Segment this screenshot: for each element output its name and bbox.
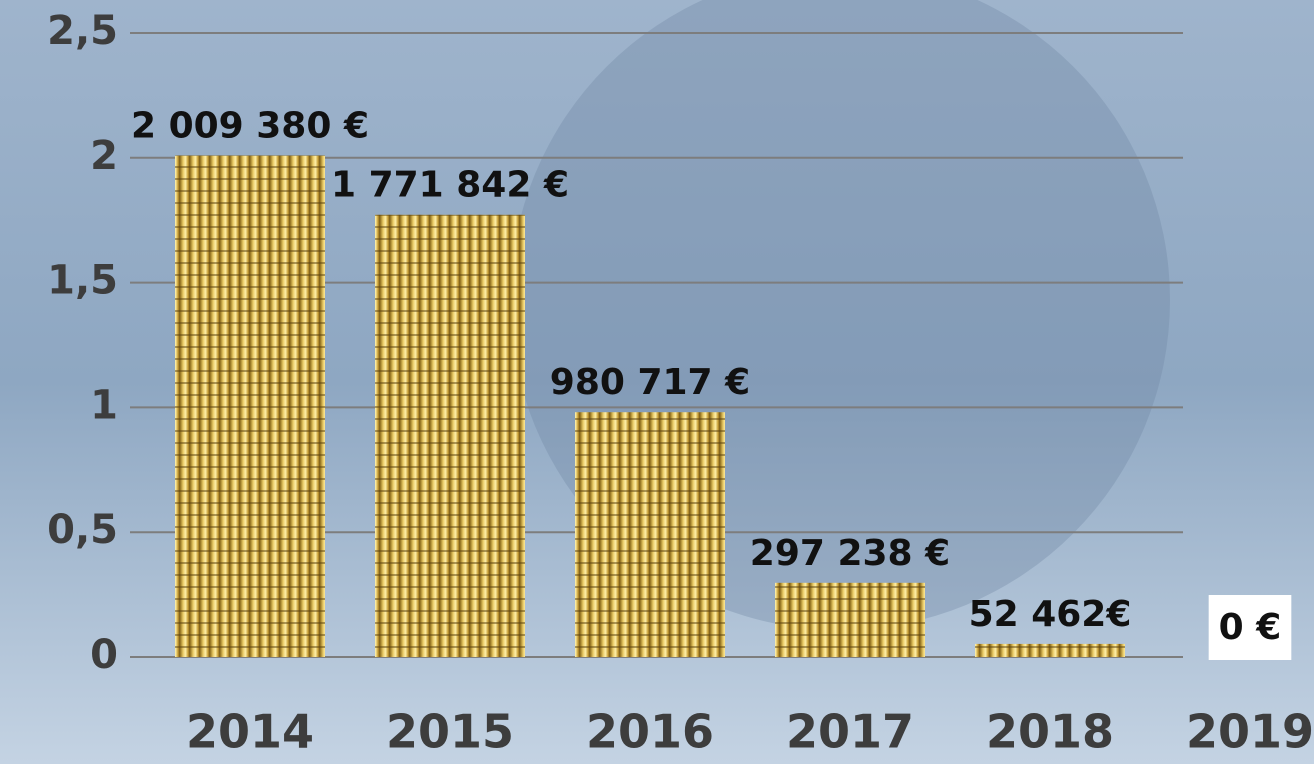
value-label: 980 717 € <box>550 362 750 403</box>
y-tick-label: 0,5 <box>47 507 118 553</box>
value-label: 297 238 € <box>750 533 950 574</box>
y-tick-label: 0 <box>90 632 118 678</box>
value-label: 0 € <box>1219 607 1282 648</box>
bar <box>575 412 725 657</box>
bar <box>775 582 925 657</box>
x-tick-label: 2015 <box>386 705 514 759</box>
x-tick-label: 2018 <box>986 705 1114 759</box>
y-tick-label: 1 <box>90 382 118 428</box>
value-label: 2 009 380 € <box>131 105 369 146</box>
y-tick-label: 2,5 <box>47 8 118 54</box>
x-tick-label: 2016 <box>586 705 714 759</box>
value-label: 52 462€ <box>969 594 1132 635</box>
x-tick-label: 2017 <box>786 705 914 759</box>
value-label: 1 771 842 € <box>331 165 569 206</box>
y-tick-label: 2 <box>90 133 118 179</box>
bar <box>175 155 325 658</box>
y-tick-label: 1,5 <box>47 258 118 304</box>
x-tick-label: 2014 <box>186 705 314 759</box>
bar <box>975 643 1125 657</box>
value-label-box <box>1208 595 1292 660</box>
bar <box>375 214 525 657</box>
x-tick-label: 2019 <box>1186 705 1314 759</box>
